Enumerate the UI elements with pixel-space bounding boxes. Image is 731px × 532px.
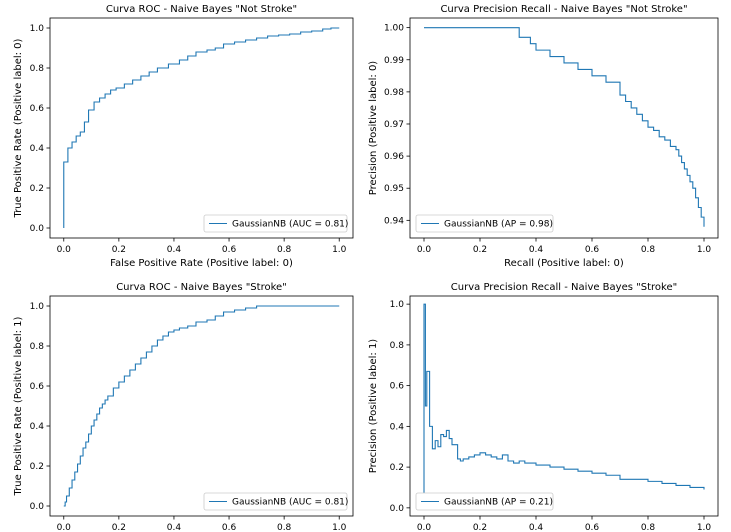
x-axis-label: Recall (Positive label: 0) [504, 258, 624, 269]
x-tick-label: 0.6 [585, 523, 600, 532]
axes-frame [409, 17, 719, 239]
legend: GaussianNB (AUC = 0.81) [203, 492, 348, 511]
x-tick-label: 0.2 [112, 523, 126, 532]
legend-box [415, 214, 554, 233]
y-tick-label: 0.95 [384, 184, 404, 194]
ticks: 0.0 0.2 0.4 0.6 0.8 1.0 0.0 0.2 0.4 0.6 0.8 1.0 [30, 302, 347, 532]
x-tick-label: 0.4 [529, 245, 544, 255]
legend: GaussianNB (AUC = 0.81) [203, 214, 348, 233]
x-tick-label: 1.0 [332, 245, 347, 255]
y-axis-label: True Positive Rate (Positive label: 0) [13, 38, 24, 218]
y-tick-label: 1.0 [30, 302, 45, 312]
y-tick-label: 0.94 [384, 216, 404, 226]
y-tick-label: 0.6 [30, 104, 45, 114]
x-tick-label: 0.8 [277, 523, 292, 532]
y-tick-label: 0.4 [390, 422, 405, 432]
legend-label: GaussianNB (AP = 0.98) [444, 220, 553, 230]
panel-pr-not-stroke: Curva Precision Recall - Naive Bayes "No… [368, 4, 719, 269]
ticks: 0.0 0.2 0.4 0.6 0.8 1.0 0.94 0.95 0.96 0.97 0.98 0.… [384, 24, 711, 255]
y-tick-label: 0.0 [30, 224, 45, 234]
y-tick-label: 0.97 [384, 120, 404, 130]
plot-area [409, 17, 719, 239]
x-tick-label: 0.6 [222, 523, 237, 532]
y-tick-label: 0.0 [30, 502, 45, 512]
y-axis-label: True Positive Rate (Positive label: 1) [13, 316, 24, 496]
legend-box [203, 492, 348, 511]
plot-area [409, 295, 719, 517]
plot-area [49, 295, 354, 517]
x-tick-label: 1.0 [697, 523, 712, 532]
panel-title: Curva Precision Recall - Naive Bayes "No… [440, 4, 687, 15]
legend-label: GaussianNB (AUC = 0.81) [232, 220, 348, 230]
x-tick-label: 0.0 [57, 523, 72, 532]
y-axis-label: Precision (Positive label: 0) [368, 61, 379, 196]
legend-box [203, 214, 348, 233]
y-tick-label: 0.2 [30, 462, 44, 472]
x-tick-label: 0.2 [473, 523, 487, 532]
panel-title: Curva ROC - Naive Bayes "Not Stroke" [106, 4, 297, 15]
y-tick-label: 1.0 [30, 24, 45, 34]
curve-line [63, 305, 340, 507]
x-tick-label: 0.4 [167, 245, 182, 255]
x-tick-label: 0.2 [473, 245, 487, 255]
x-tick-label: 0.0 [57, 245, 72, 255]
x-tick-label: 0.6 [585, 245, 600, 255]
y-tick-label: 0.2 [390, 463, 404, 473]
ticks: 0.0 0.2 0.4 0.6 0.8 1.0 0.0 0.2 0.4 0.6 0.8 1.0 [390, 300, 712, 532]
axes-frame [409, 295, 719, 517]
y-tick-label: 0.96 [384, 152, 404, 162]
axes-frame [49, 295, 354, 517]
y-tick-label: 0.99 [384, 56, 404, 66]
plot-area [49, 17, 354, 239]
panel-roc-not-stroke: Curva ROC - Naive Bayes "Not Stroke" Fal… [13, 4, 354, 269]
legend: GaussianNB (AP = 0.21) [415, 492, 554, 511]
x-axis-label: False Positive Rate (Positive label: 0) [110, 258, 293, 269]
x-tick-label: 0.0 [417, 245, 432, 255]
x-tick-label: 0.8 [641, 523, 656, 532]
x-tick-label: 0.8 [641, 245, 656, 255]
curve-line [424, 27, 705, 227]
y-tick-label: 0.98 [384, 88, 404, 98]
legend-label: GaussianNB (AUC = 0.81) [232, 498, 348, 508]
x-tick-label: 0.4 [529, 523, 544, 532]
curve-line [63, 27, 340, 228]
panel-title: Curva Precision Recall - Naive Bayes "St… [451, 282, 677, 293]
x-tick-label: 1.0 [332, 523, 347, 532]
x-tick-label: 0.8 [277, 245, 292, 255]
y-tick-label: 0.8 [30, 342, 45, 352]
y-tick-label: 1.0 [390, 300, 405, 310]
y-axis-label: Precision (Positive label: 1) [368, 339, 379, 474]
y-tick-label: 1.00 [384, 24, 404, 34]
ticks: 0.0 0.2 0.4 0.6 0.8 1.0 0.0 0.2 0.4 0.6 0.8 1.0 [30, 24, 347, 255]
axes-frame [49, 17, 354, 239]
panel-pr-stroke: Curva Precision Recall - Naive Bayes "St… [368, 282, 719, 532]
y-tick-label: 0.2 [30, 184, 44, 194]
y-tick-label: 0.4 [30, 422, 45, 432]
curve-line [423, 303, 705, 498]
legend-label: GaussianNB (AP = 0.21) [444, 498, 553, 508]
y-tick-label: 0.6 [30, 382, 45, 392]
legend: GaussianNB (AP = 0.98) [415, 214, 554, 233]
x-tick-label: 0.2 [112, 245, 126, 255]
y-tick-label: 0.4 [30, 144, 45, 154]
x-tick-label: 0.6 [222, 245, 237, 255]
y-tick-label: 0.8 [390, 341, 405, 351]
y-tick-label: 0.6 [390, 382, 405, 392]
y-tick-label: 0.8 [30, 64, 45, 74]
legend-box [415, 492, 554, 511]
x-tick-label: 0.0 [417, 523, 432, 532]
y-tick-label: 0.0 [390, 504, 405, 514]
panel-roc-stroke: Curva ROC - Naive Bayes "Stroke" True Po… [13, 282, 354, 532]
x-tick-label: 0.4 [167, 523, 182, 532]
panel-title: Curva ROC - Naive Bayes "Stroke" [116, 282, 287, 293]
x-tick-label: 1.0 [697, 245, 712, 255]
